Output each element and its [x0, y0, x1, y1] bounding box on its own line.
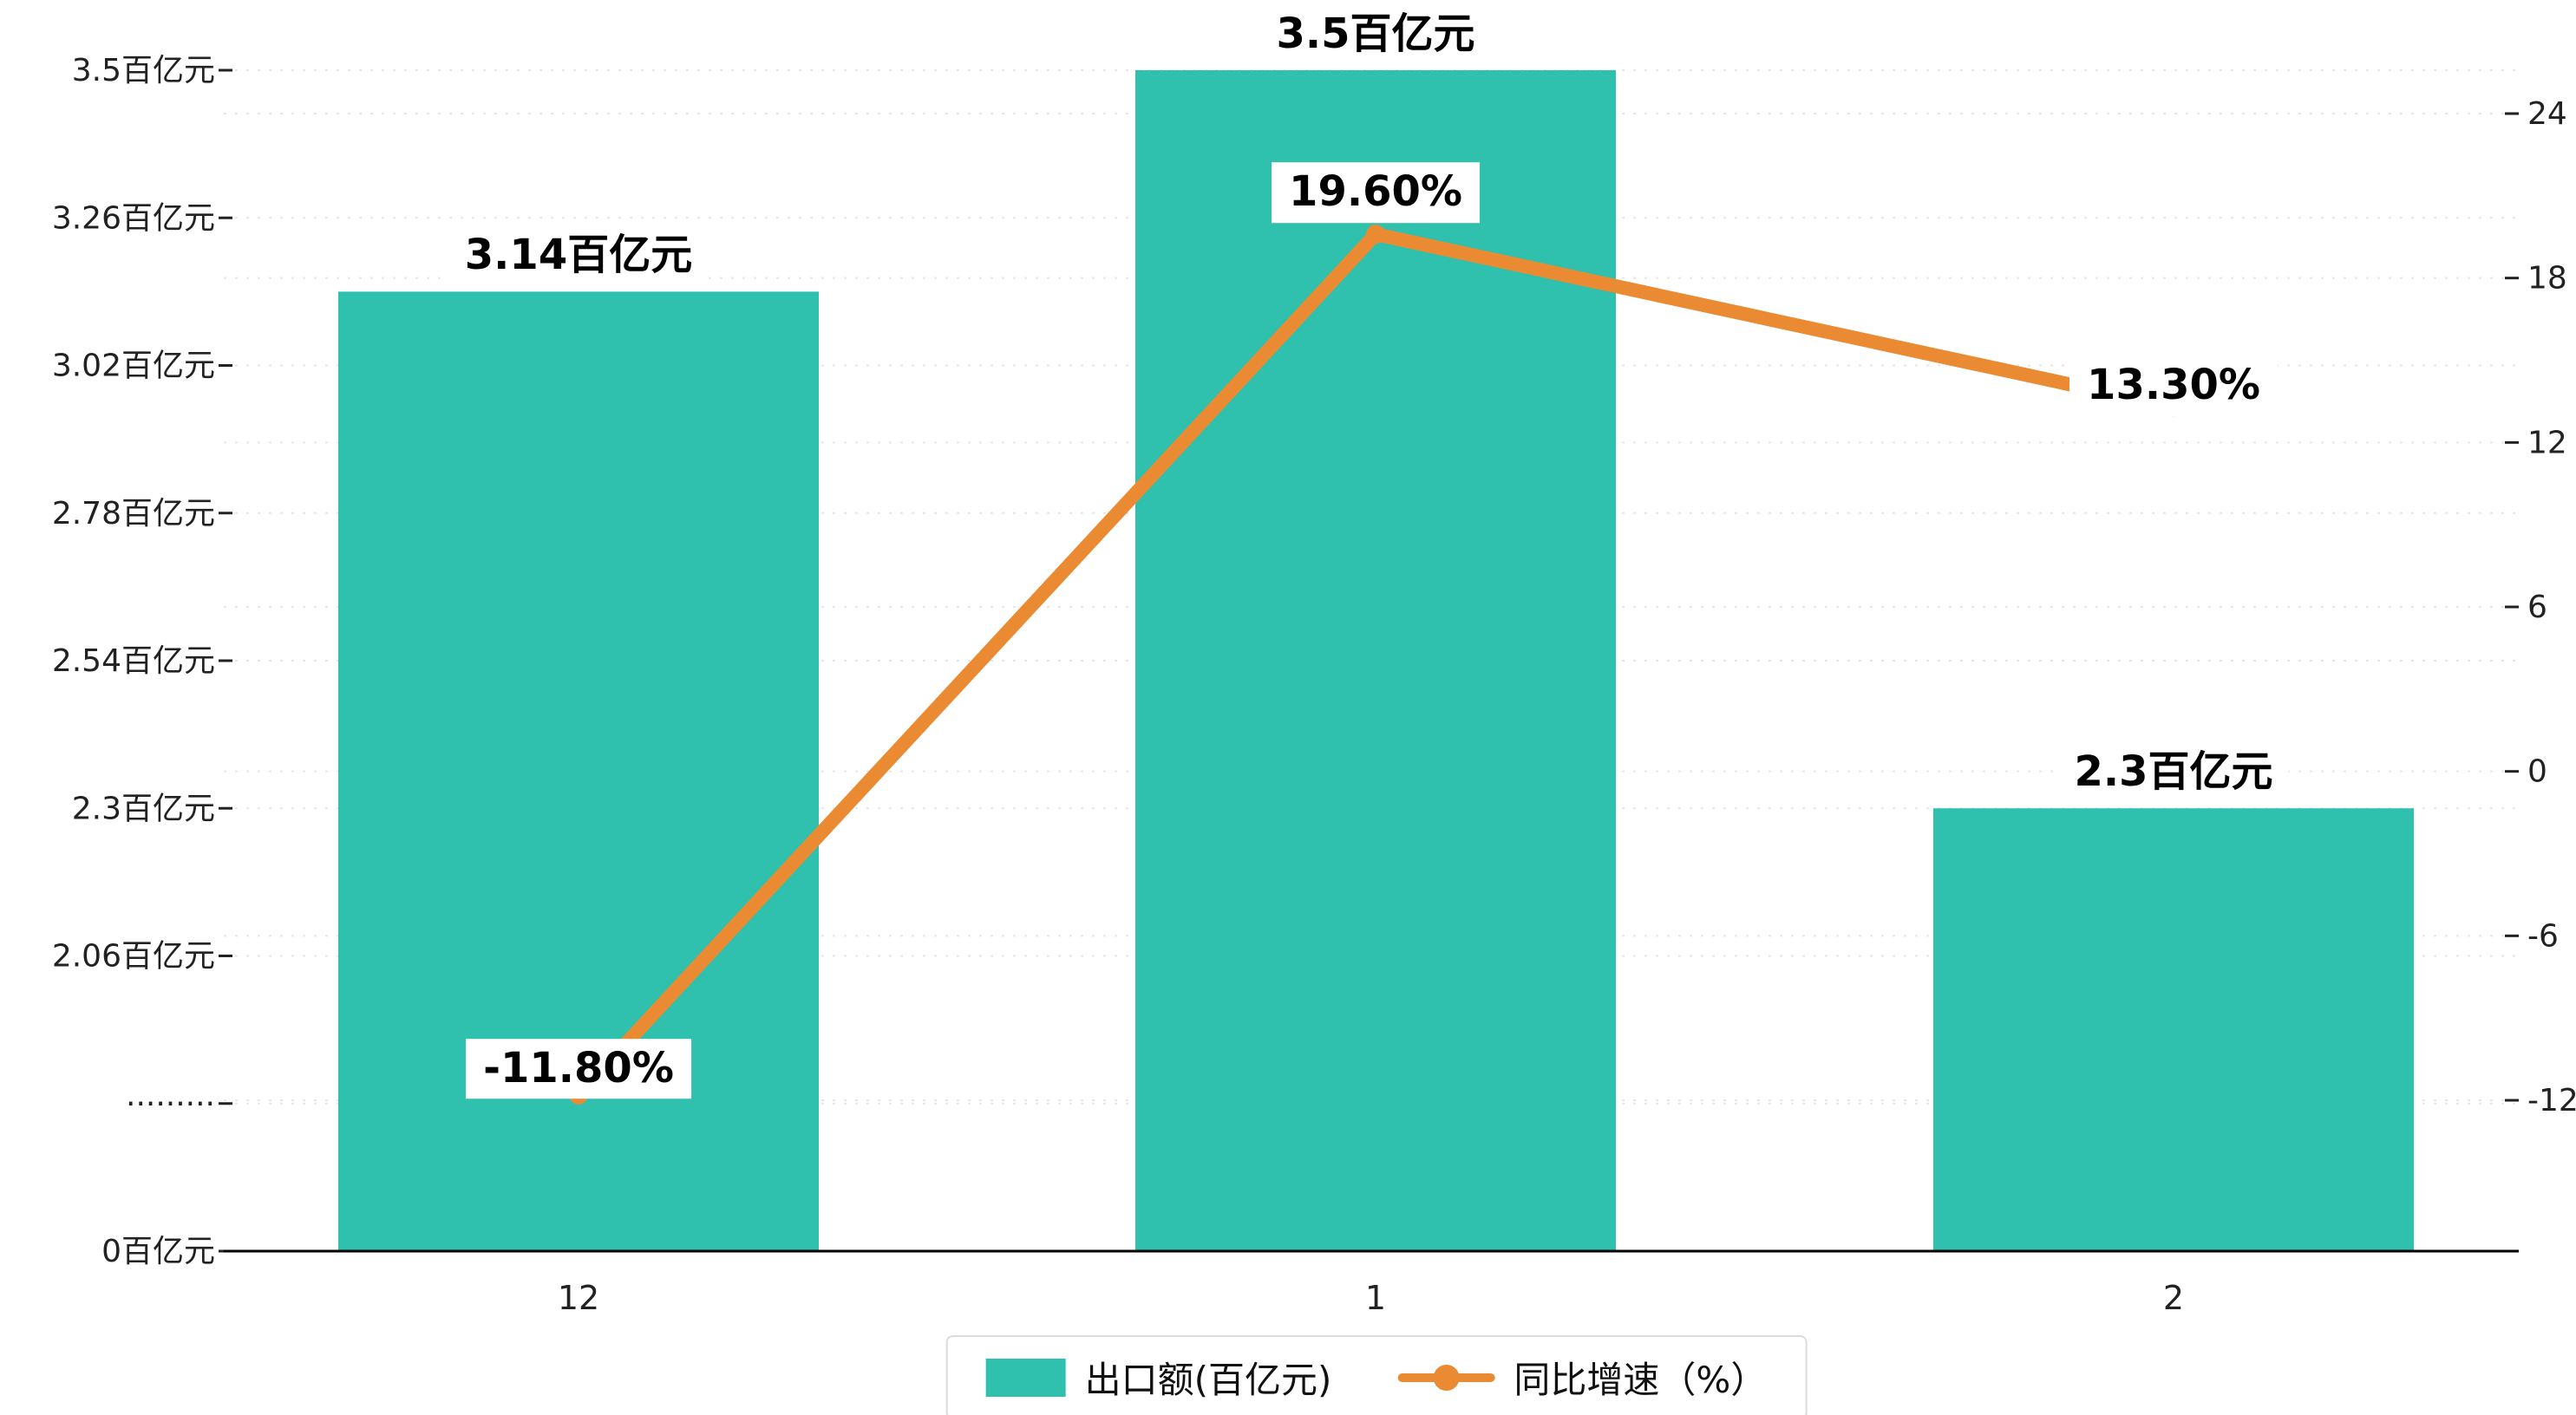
legend-item-growth[interactable]: 同比增速（%） [1397, 1351, 1767, 1404]
left-axis-tick-label: 3.02百亿元 [52, 349, 215, 384]
left-axis-tick-label: 3.26百亿元 [52, 200, 215, 236]
left-axis-tick-label: 2.3百亿元 [72, 791, 215, 826]
left-axis-tick-label: 3.5百亿元 [72, 53, 215, 88]
right-axis-tick-label: 0 [2527, 754, 2547, 790]
legend-label-growth: 同比增速（%） [1514, 1359, 1768, 1401]
left-axis-tick-label: 2.06百亿元 [52, 939, 215, 975]
bar-value-label: 3.14百亿元 [448, 227, 709, 284]
x-category-label: 2 [2163, 1279, 2184, 1317]
x-category-label: 12 [558, 1279, 599, 1317]
line-series-swatch-icon [1397, 1359, 1495, 1397]
left-axis-tick-label: 2.54百亿元 [52, 643, 215, 679]
right-axis-tick-label: 18 [2527, 261, 2567, 297]
right-axis-tick-label: -12 [2527, 1083, 2576, 1118]
bar [1933, 808, 2414, 1251]
legend: 出口额(百亿元) 同比增速（%） [945, 1335, 1808, 1415]
bar-value-label: 3.5百亿元 [1260, 6, 1491, 63]
bar [1135, 70, 1616, 1251]
left-axis-tick-label: 0百亿元 [101, 1234, 215, 1269]
legend-label-export: 出口额(百亿元) [1084, 1359, 1332, 1401]
x-category-label: 1 [1365, 1279, 1386, 1317]
bar-value-label: 2.3百亿元 [2058, 744, 2289, 801]
line-value-label: 19.60% [1272, 162, 1480, 223]
right-axis-tick-label: -6 [2527, 918, 2559, 954]
line-value-label: 13.30% [2069, 355, 2278, 417]
legend-item-export[interactable]: 出口额(百亿元) [985, 1351, 1332, 1404]
line-point [1366, 225, 1385, 245]
left-axis-tick-label: 2.78百亿元 [52, 496, 215, 531]
right-axis-tick-label: 24 [2527, 96, 2567, 132]
left-axis-tick-label: ········· [126, 1086, 215, 1122]
bar [338, 291, 819, 1251]
right-axis-tick-label: 12 [2527, 425, 2567, 460]
bar-series-swatch-icon [985, 1358, 1066, 1397]
right-axis-tick-label: 6 [2527, 590, 2547, 625]
line-value-label: -11.80% [466, 1038, 691, 1099]
